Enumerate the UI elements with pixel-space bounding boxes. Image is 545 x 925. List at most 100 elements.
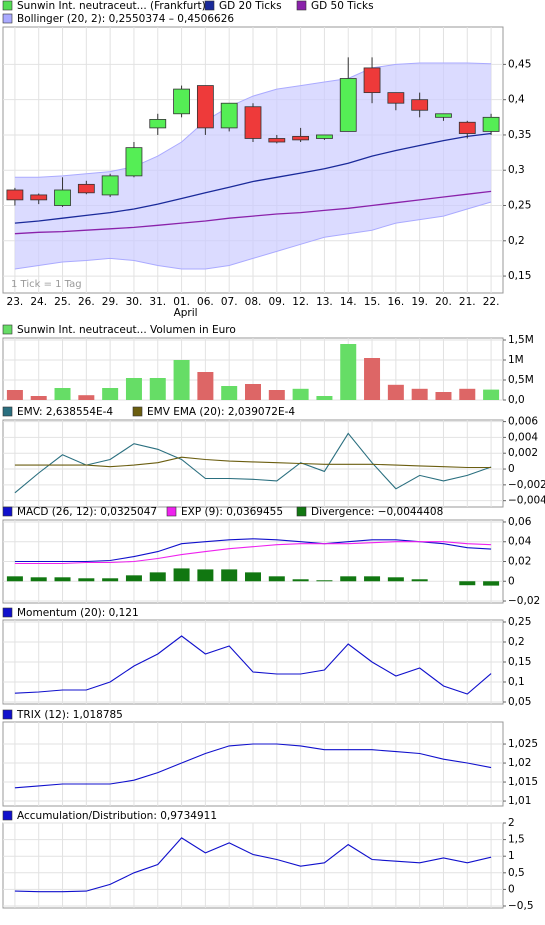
- x-tick-label: 14.: [340, 296, 357, 308]
- y-tick-label: −0,002: [508, 479, 545, 491]
- candle-body: [125, 147, 143, 177]
- legend-swatch: [296, 0, 307, 11]
- divergence-bar: [6, 576, 23, 582]
- x-tick-label: 23.: [7, 296, 24, 308]
- y-tick-label: 0,2: [508, 235, 525, 247]
- volume-bar: [149, 378, 166, 400]
- x-tick-label: 19.: [411, 296, 428, 308]
- y-tick-label: 0,2: [508, 636, 525, 648]
- legend-label: EXP (9): 0,0369455: [181, 506, 283, 518]
- y-tick-label: 0,04: [508, 536, 532, 548]
- y-tick-label: 0,5: [508, 867, 525, 879]
- x-tick-label: 15.: [364, 296, 381, 308]
- month-label: April: [174, 307, 198, 319]
- candle-body: [6, 189, 24, 201]
- divergence-bar: [411, 579, 428, 582]
- legend-label: TRIX (12): 1,018785: [16, 709, 123, 721]
- x-tick-label: 13.: [316, 296, 333, 308]
- legend-label: Accumulation/Distribution: 0,9734911: [17, 810, 217, 822]
- legend-label: Divergence: −0,0044408: [311, 506, 443, 518]
- y-tick-label: 2: [508, 817, 515, 829]
- legend-label: Momentum (20): 0,121: [17, 607, 139, 619]
- y-tick-label: 1,01: [508, 795, 531, 807]
- y-tick-label: 1: [508, 850, 515, 862]
- x-tick-label: 16.: [388, 296, 405, 308]
- bollinger-band: [14, 62, 492, 270]
- legend-label: Bollinger (20, 2): 0,2550374 – 0,4506626: [17, 13, 234, 25]
- legend-swatch: [166, 506, 177, 517]
- legend-label: EMV EMA (20): 2,039072E-4: [147, 406, 295, 418]
- indicator-line: [14, 635, 492, 695]
- y-tick-label: 0,1: [508, 676, 525, 688]
- divergence-bar: [221, 569, 238, 582]
- volume-bar: [30, 396, 47, 400]
- volume-bar: [435, 392, 452, 400]
- candle-body: [411, 99, 429, 111]
- volume-bar: [221, 386, 238, 400]
- candle-body: [458, 121, 476, 134]
- y-tick-label: 0,004: [508, 431, 538, 443]
- candle-body: [292, 135, 310, 141]
- y-tick-label: 0,4: [508, 94, 525, 106]
- candle-body: [196, 85, 214, 129]
- x-tick-label: 26.: [78, 296, 95, 308]
- x-tick-label: 07.: [221, 296, 238, 308]
- volume-bar: [387, 384, 404, 400]
- legend-label: Sunwin Int. neutraceut... Volumen in Eur…: [17, 324, 236, 336]
- x-tick-label: 24.: [30, 296, 47, 308]
- divergence-bar: [125, 575, 142, 582]
- candle-body: [244, 106, 262, 139]
- x-tick-label: 06.: [197, 296, 214, 308]
- candle-body: [339, 78, 357, 132]
- legend-swatch: [2, 0, 13, 11]
- volume-bar: [54, 388, 71, 400]
- divergence-bar: [102, 578, 119, 582]
- legend-label: MACD (26, 12): 0,0325047: [17, 506, 157, 518]
- volume-bar: [125, 378, 142, 400]
- divergence-bar: [483, 581, 500, 586]
- y-tick-label: 0,0: [508, 394, 525, 406]
- candle-body: [30, 194, 48, 201]
- legend-swatch: [2, 13, 13, 24]
- legend-swatch: [2, 406, 13, 417]
- volume-bar: [483, 389, 500, 400]
- volume-bar: [459, 388, 476, 400]
- candle-body: [316, 134, 333, 139]
- legend-label: Sunwin Int. neutraceut... (Frankfurt): [17, 0, 206, 12]
- indicator-line: [14, 743, 492, 789]
- divergence-bar: [245, 572, 261, 582]
- divergence-bar: [78, 578, 95, 582]
- candle-body: [435, 113, 452, 118]
- y-tick-label: 1,015: [508, 776, 538, 788]
- divergence-bar: [268, 576, 285, 582]
- divergence-bar: [364, 576, 381, 582]
- y-tick-label: 1,02: [508, 757, 531, 769]
- x-tick-label: 20.: [435, 296, 452, 308]
- x-tick-label: 08.: [245, 296, 262, 308]
- x-tick-label: 01.: [173, 296, 190, 308]
- candle-body: [101, 175, 119, 196]
- legend-swatch: [2, 810, 13, 821]
- y-tick-label: −0,02: [508, 595, 540, 607]
- y-tick-label: 1,025: [508, 738, 538, 750]
- indicator-line: [14, 541, 492, 565]
- y-tick-label: 0,45: [508, 58, 531, 70]
- indicator-line: [14, 837, 492, 893]
- note: 1 Tick = 1 Tag: [11, 279, 82, 290]
- candle-body: [77, 183, 95, 194]
- volume-bar: [197, 372, 214, 400]
- x-tick-label: 21.: [459, 296, 476, 308]
- candle-body: [173, 88, 190, 115]
- candle-body: [149, 119, 167, 129]
- divergence-bar: [30, 577, 47, 582]
- ma-line: [14, 132, 492, 224]
- y-tick-label: 1,5M: [508, 334, 534, 346]
- divergence-bar: [459, 581, 476, 586]
- candle-body: [387, 92, 405, 104]
- y-tick-label: 0: [508, 575, 515, 587]
- legend-label: GD 20 Ticks: [219, 0, 282, 12]
- x-tick-label: 30.: [126, 296, 143, 308]
- volume-bar: [268, 390, 285, 400]
- y-tick-label: 0,35: [508, 129, 531, 141]
- x-tick-label: 12.: [292, 296, 309, 308]
